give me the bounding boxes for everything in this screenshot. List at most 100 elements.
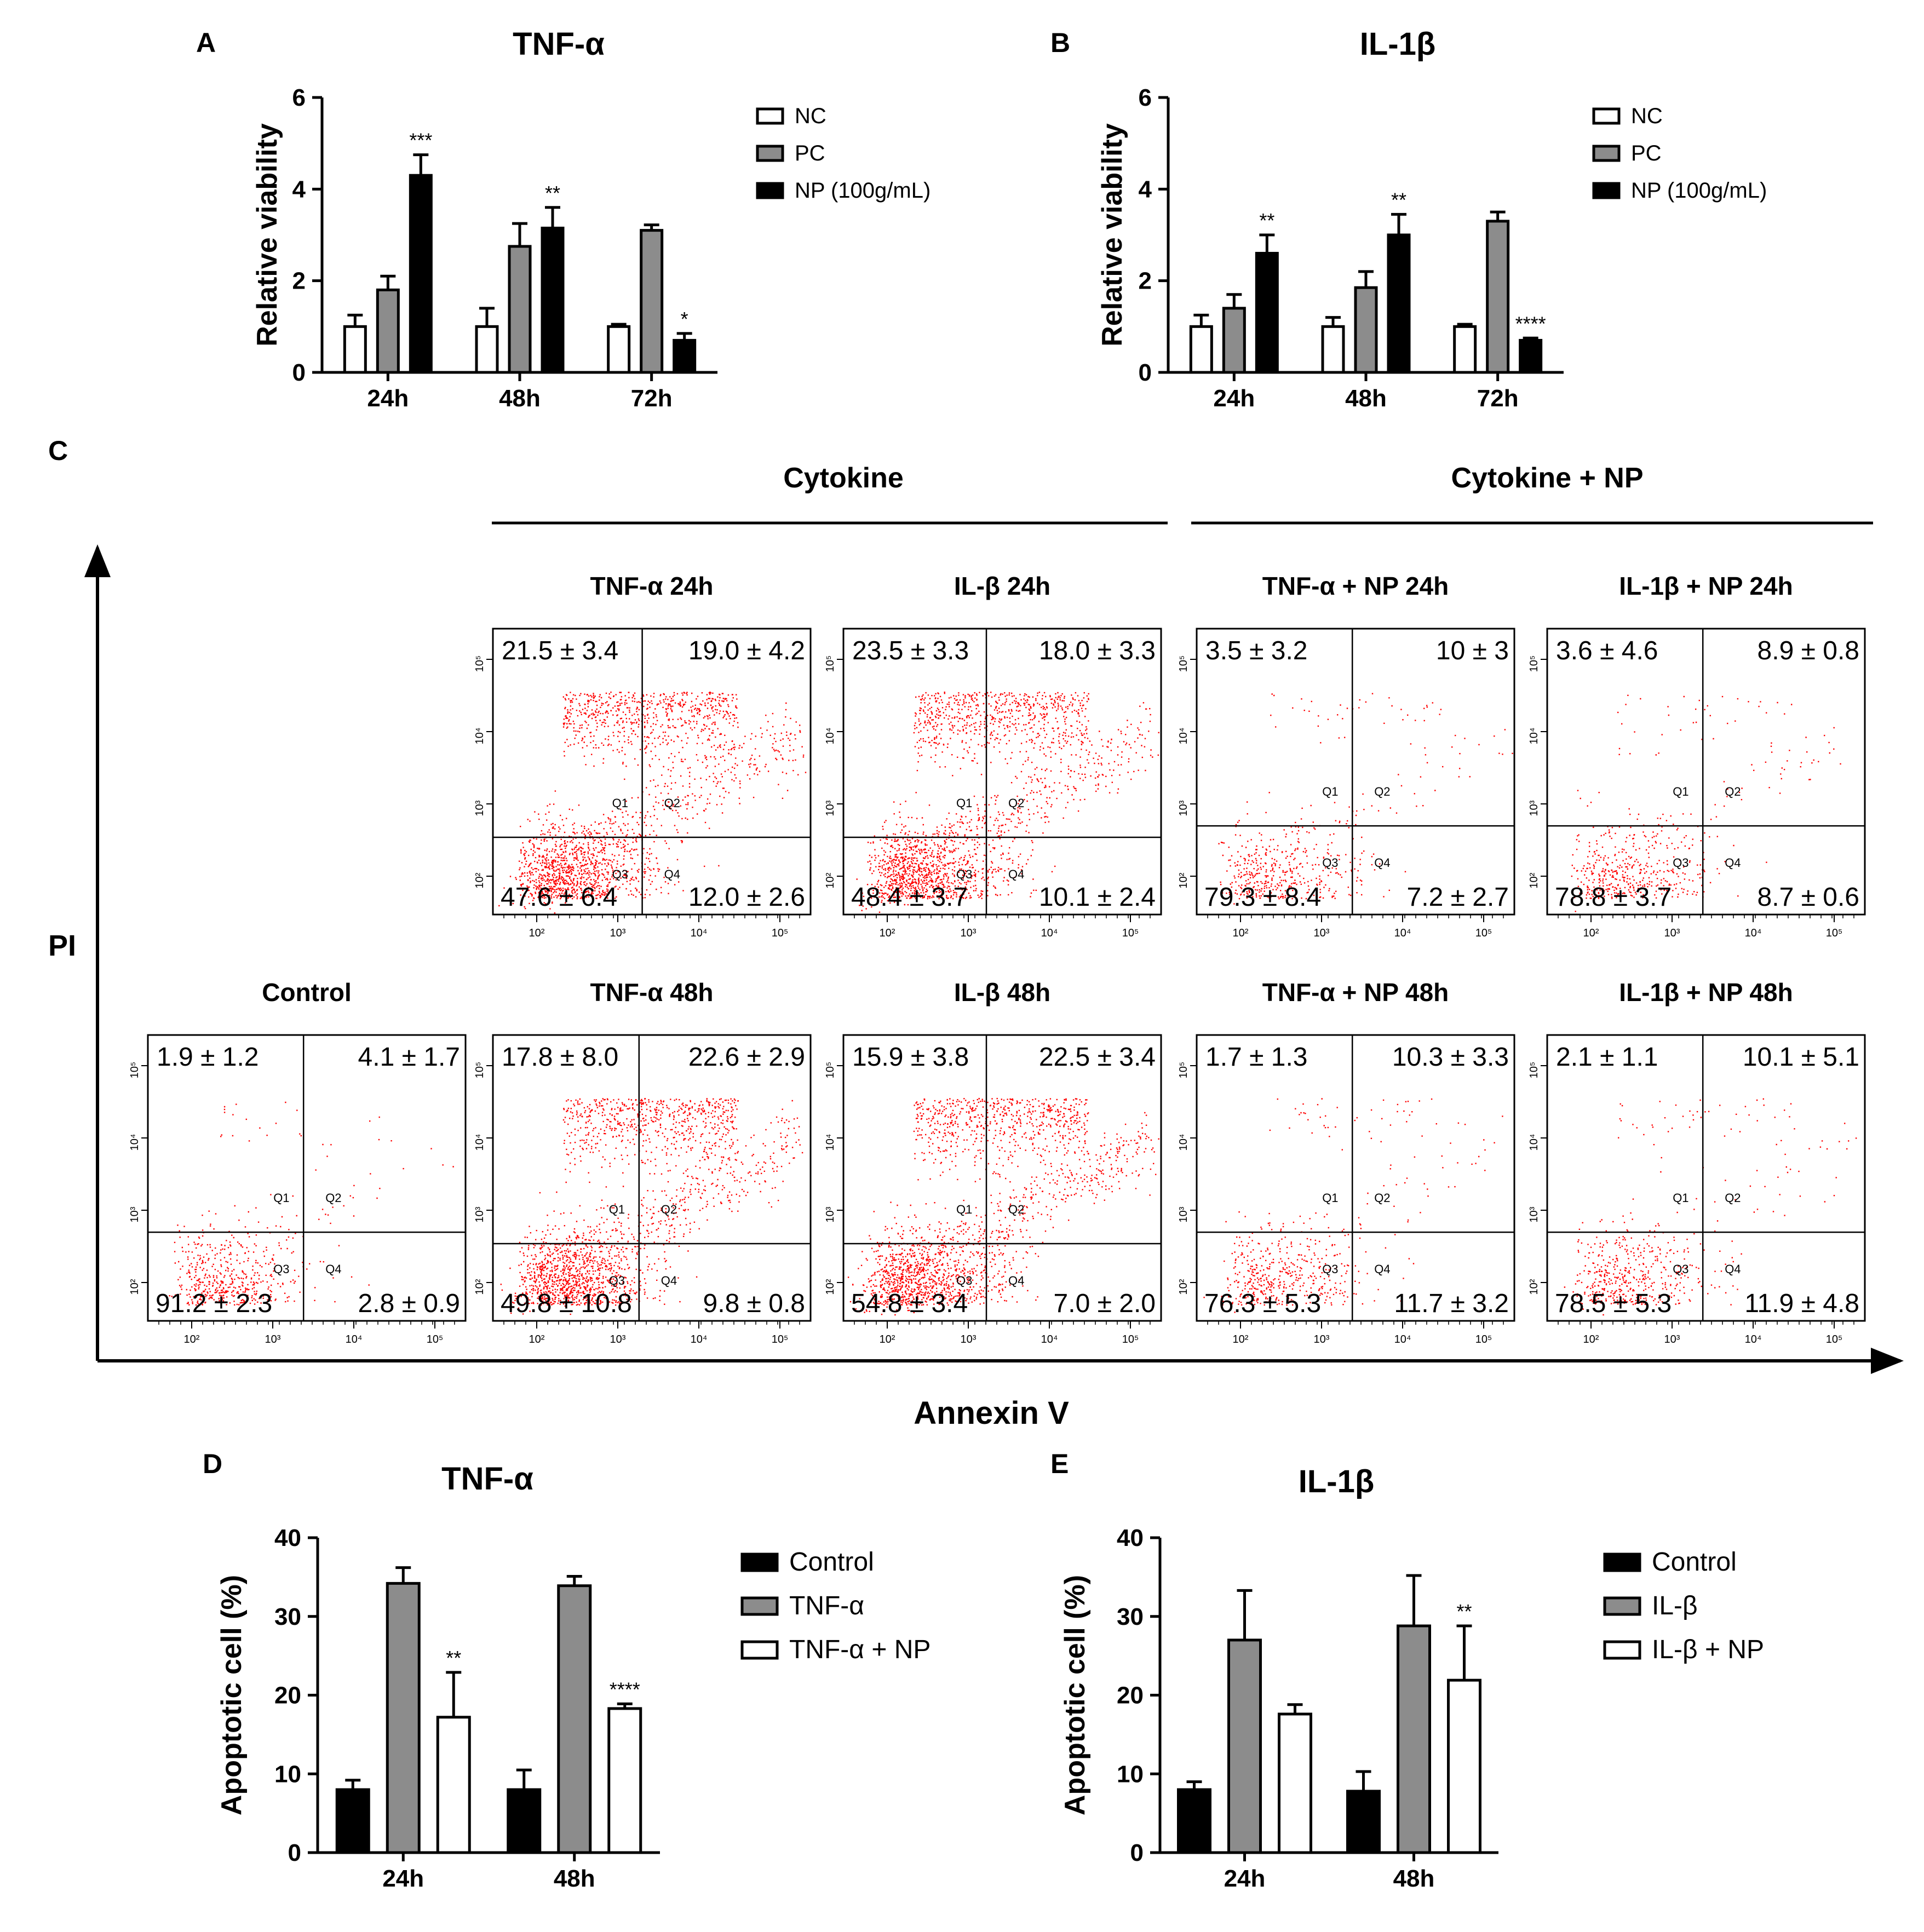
y-tick-label: 10³ [129, 1206, 141, 1222]
significance-label: ** [446, 1647, 461, 1669]
panel-E: E IL-1β Apoptotic cell (%) 0 10 20 30 40 24h ** 48… [1050, 1448, 1764, 1892]
flow-plot: TNF-α 48h Q1 Q2 Q3 Q4 17.8 ± 8.0 22.6 ± 2.9 49.… [474, 978, 812, 1346]
quadrant-name: Q4 [1374, 856, 1390, 870]
plot-title: TNF-α + NP 48h [1262, 978, 1449, 1007]
y-tick-label: 10⁴ [824, 1134, 836, 1151]
quadrant-value: 47.6 ± 6.4 [501, 883, 617, 912]
bar [1447, 1678, 1481, 1854]
y-tick-label: 4 [292, 176, 306, 203]
bar [343, 325, 367, 374]
quadrant-name: Q2 [1008, 1203, 1024, 1216]
quadrant-name: Q2 [325, 1191, 341, 1205]
plot-title: IL-β 48h [954, 978, 1050, 1007]
y-tick-label: 10³ [1178, 1206, 1190, 1222]
y-tick-label: 10⁵ [474, 656, 486, 672]
x-tick-label: 10² [529, 1333, 545, 1346]
group-label: Cytokine + NP [1451, 462, 1643, 494]
y-tick-label: 6 [292, 84, 306, 111]
quadrant-name: Q3 [612, 867, 628, 881]
legend-swatch [1592, 107, 1621, 125]
quadrant-name: Q4 [1008, 1274, 1024, 1287]
x-tick-label: 10³ [1314, 927, 1330, 939]
plot-title: TNF-α 48h [590, 978, 713, 1007]
plot-title: TNF-α + NP 24h [1262, 572, 1449, 600]
quadrant-name: Q2 [1725, 785, 1741, 798]
quadrant-value: 7.0 ± 2.0 [1054, 1289, 1156, 1318]
y-tick-label: 10⁵ [1178, 1062, 1190, 1079]
x-tick-label: 48h [1345, 385, 1387, 412]
x-tick-label: 10² [184, 1333, 200, 1346]
quadrant-name: Q2 [1725, 1191, 1741, 1205]
quadrant-name: Q4 [1725, 1262, 1741, 1276]
quadrant-name: Q3 [1673, 856, 1688, 870]
y-tick-label: 0 [288, 1839, 301, 1866]
bar [1519, 338, 1543, 374]
quadrant-value: 8.9 ± 0.8 [1758, 636, 1859, 665]
quadrant-value: 2.8 ± 0.9 [358, 1289, 460, 1318]
quadrant-value: 1.7 ± 1.3 [1205, 1043, 1307, 1072]
bar [409, 174, 433, 374]
significance-label: ** [545, 182, 560, 204]
quadrant-value: 22.6 ± 2.9 [688, 1043, 805, 1072]
y-tick-label: 0 [1139, 359, 1152, 386]
legend-swatch [740, 1553, 779, 1572]
bar [1453, 325, 1477, 374]
y-tick-label: 30 [1117, 1603, 1144, 1630]
plot-frame [147, 1034, 467, 1322]
bar [557, 1584, 592, 1854]
x-tick-label: 10⁴ [691, 927, 708, 939]
quadrant-name: Q3 [1322, 856, 1338, 870]
y-tick-label: 0 [292, 359, 306, 386]
x-tick-label: 10³ [961, 1333, 977, 1346]
plot-frame [492, 1034, 812, 1322]
pi-axis-label: PI [48, 929, 76, 962]
y-tick-label: 10⁴ [474, 1134, 486, 1151]
quadrant-name: Q4 [1725, 856, 1741, 870]
quadrant-name: Q4 [1374, 1262, 1390, 1276]
x-tick-label: 10⁵ [1826, 927, 1843, 939]
legend-swatch [740, 1640, 779, 1660]
significance-label: **** [1515, 312, 1546, 335]
legend-label: NP (100g/mL) [795, 179, 931, 203]
quadrant-value: 10.1 ± 2.4 [1039, 883, 1156, 912]
flow-plot: TNF-α + NP 24h Q1 Q2 Q3 Q4 3.5 ± 3.2 10 ± 3 79.… [1178, 572, 1515, 939]
x-tick-label: 24h [382, 1865, 424, 1892]
quadrant-name: Q2 [1374, 1191, 1390, 1205]
quadrant-value: 76.3 ± 5.3 [1204, 1289, 1321, 1318]
y-tick-label: 10⁵ [824, 1062, 836, 1079]
x-tick-label: 10³ [610, 927, 626, 939]
quadrant-value: 4.1 ± 1.7 [358, 1043, 460, 1072]
quadrant-value: 21.5 ± 3.4 [502, 636, 618, 665]
plot-title: TNF-α 24h [590, 572, 713, 600]
x-tick-label: 10² [1233, 927, 1249, 939]
x-tick-label: 10⁵ [427, 1333, 444, 1346]
x-tick-label: 10⁵ [1122, 1333, 1139, 1346]
y-tick-label: 10³ [474, 1206, 486, 1222]
significance-label: * [681, 308, 688, 330]
x-tick-label: 24h [367, 385, 409, 412]
x-tick-label: 10⁴ [346, 1333, 363, 1346]
legend-label: PC [795, 141, 825, 165]
y-tick-label: 10³ [824, 1206, 836, 1222]
x-tick-label: 72h [1477, 385, 1519, 412]
legend-label: PC [1631, 141, 1662, 165]
quadrant-name: Q3 [273, 1262, 289, 1276]
y-tick-label: 10² [129, 1279, 141, 1295]
annexin-axis-label: Annexin V [914, 1395, 1069, 1431]
quadrant-name: Q2 [1008, 796, 1024, 810]
quadrant-name: Q1 [956, 796, 972, 810]
y-tick-label: 10² [1528, 1279, 1540, 1295]
quadrant-value: 3.5 ± 3.2 [1205, 636, 1307, 665]
x-tick-label: 10⁵ [1475, 1333, 1492, 1346]
significance-label: ** [1391, 188, 1406, 211]
quadrant-value: 19.0 ± 4.2 [688, 636, 805, 665]
y-tick-label: 10⁴ [1528, 1134, 1540, 1151]
x-tick-label: 10² [880, 1333, 895, 1346]
quadrant-value: 48.4 ± 3.7 [851, 883, 968, 912]
legend-label: NC [1631, 104, 1663, 128]
quadrant-value: 78.5 ± 5.3 [1555, 1289, 1672, 1318]
bar [1346, 1790, 1381, 1854]
quadrant-value: 23.5 ± 3.3 [852, 636, 969, 665]
event-dots [498, 691, 807, 914]
plot-frame [1546, 1034, 1866, 1322]
